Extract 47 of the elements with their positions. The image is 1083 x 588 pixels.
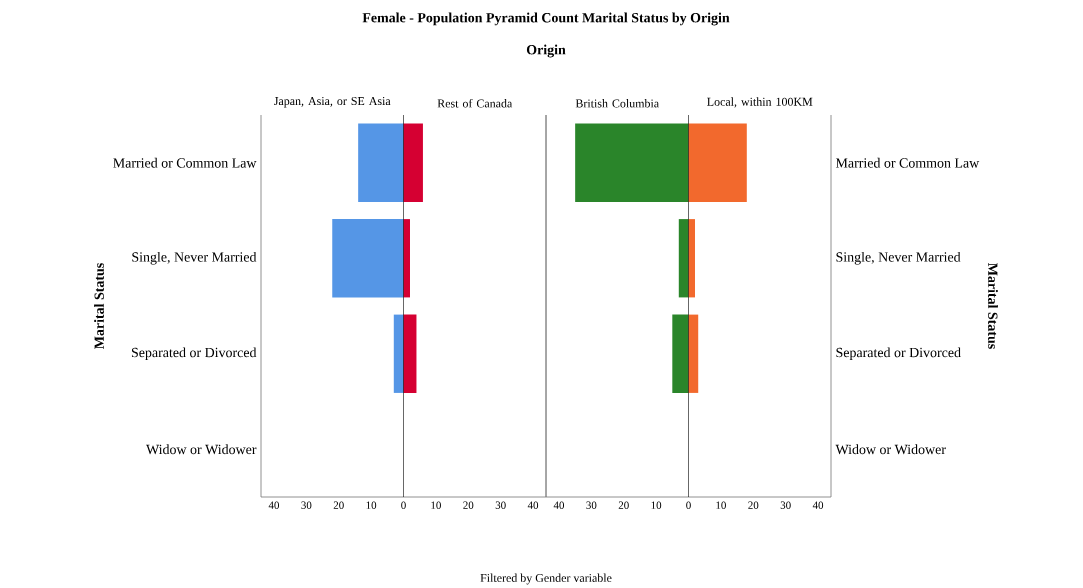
- x-tick-label: 20: [748, 501, 759, 509]
- bar: [332, 219, 404, 298]
- series-label: Japan, Asia, or SE Asia: [274, 97, 391, 108]
- x-tick-label: 30: [495, 501, 506, 509]
- x-tick-label: 0: [401, 501, 406, 509]
- bar: [358, 123, 404, 202]
- chart-subtitle: Origin: [526, 44, 566, 58]
- y-tick-label: Single, Never Married: [836, 251, 961, 265]
- x-tick-label: 10: [366, 501, 377, 509]
- series-label: British Columbia: [575, 99, 659, 108]
- x-tick-label: 20: [333, 501, 344, 509]
- x-tick-label: 10: [651, 501, 662, 509]
- bar: [393, 314, 404, 393]
- bar: [688, 219, 695, 298]
- x-tick-label: 10: [431, 501, 441, 509]
- x-tick-label: 30: [780, 501, 791, 509]
- y-tick-label: Separated or Divorced: [836, 347, 961, 361]
- x-tick-label: 20: [618, 501, 629, 509]
- bar: [688, 123, 747, 202]
- y-axis-title: Marital Status: [988, 263, 998, 349]
- y-tick-label: Separated or Divorced: [131, 347, 257, 361]
- chart-title: Female - Population Pyramid Count Marital Status by Origin: [362, 12, 730, 26]
- x-tick-label: 20: [463, 501, 474, 509]
- y-tick-label: Single, Never Married: [132, 251, 257, 265]
- text: Filtered by Gender variable: [480, 573, 612, 585]
- x-tick-label: 40: [527, 501, 539, 509]
- bar: [403, 314, 417, 393]
- y-axis-title: Marital Status: [94, 263, 104, 349]
- bar: [688, 314, 699, 393]
- bar: [678, 219, 689, 298]
- series-label: Rest of Canada: [437, 98, 513, 108]
- bar: [403, 219, 410, 298]
- y-tick-label: Widow or Widower: [146, 444, 257, 455]
- x-tick-label: 40: [268, 501, 280, 509]
- x-tick-label: 40: [553, 501, 565, 509]
- bar: [672, 314, 689, 393]
- x-tick-label: 10: [716, 501, 726, 509]
- bar: [575, 123, 689, 202]
- bar: [403, 123, 423, 202]
- y-tick-label: Married or Common Law: [113, 157, 257, 168]
- y-tick-label: Widow or Widower: [835, 444, 946, 455]
- x-tick-label: 40: [812, 501, 824, 509]
- x-tick-label: 30: [301, 501, 312, 509]
- x-tick-label: 30: [586, 501, 597, 509]
- series-label: Local, within 100KM: [707, 97, 813, 108]
- y-tick-label: Married or Common Law: [835, 157, 980, 168]
- x-tick-label: 0: [686, 501, 691, 509]
